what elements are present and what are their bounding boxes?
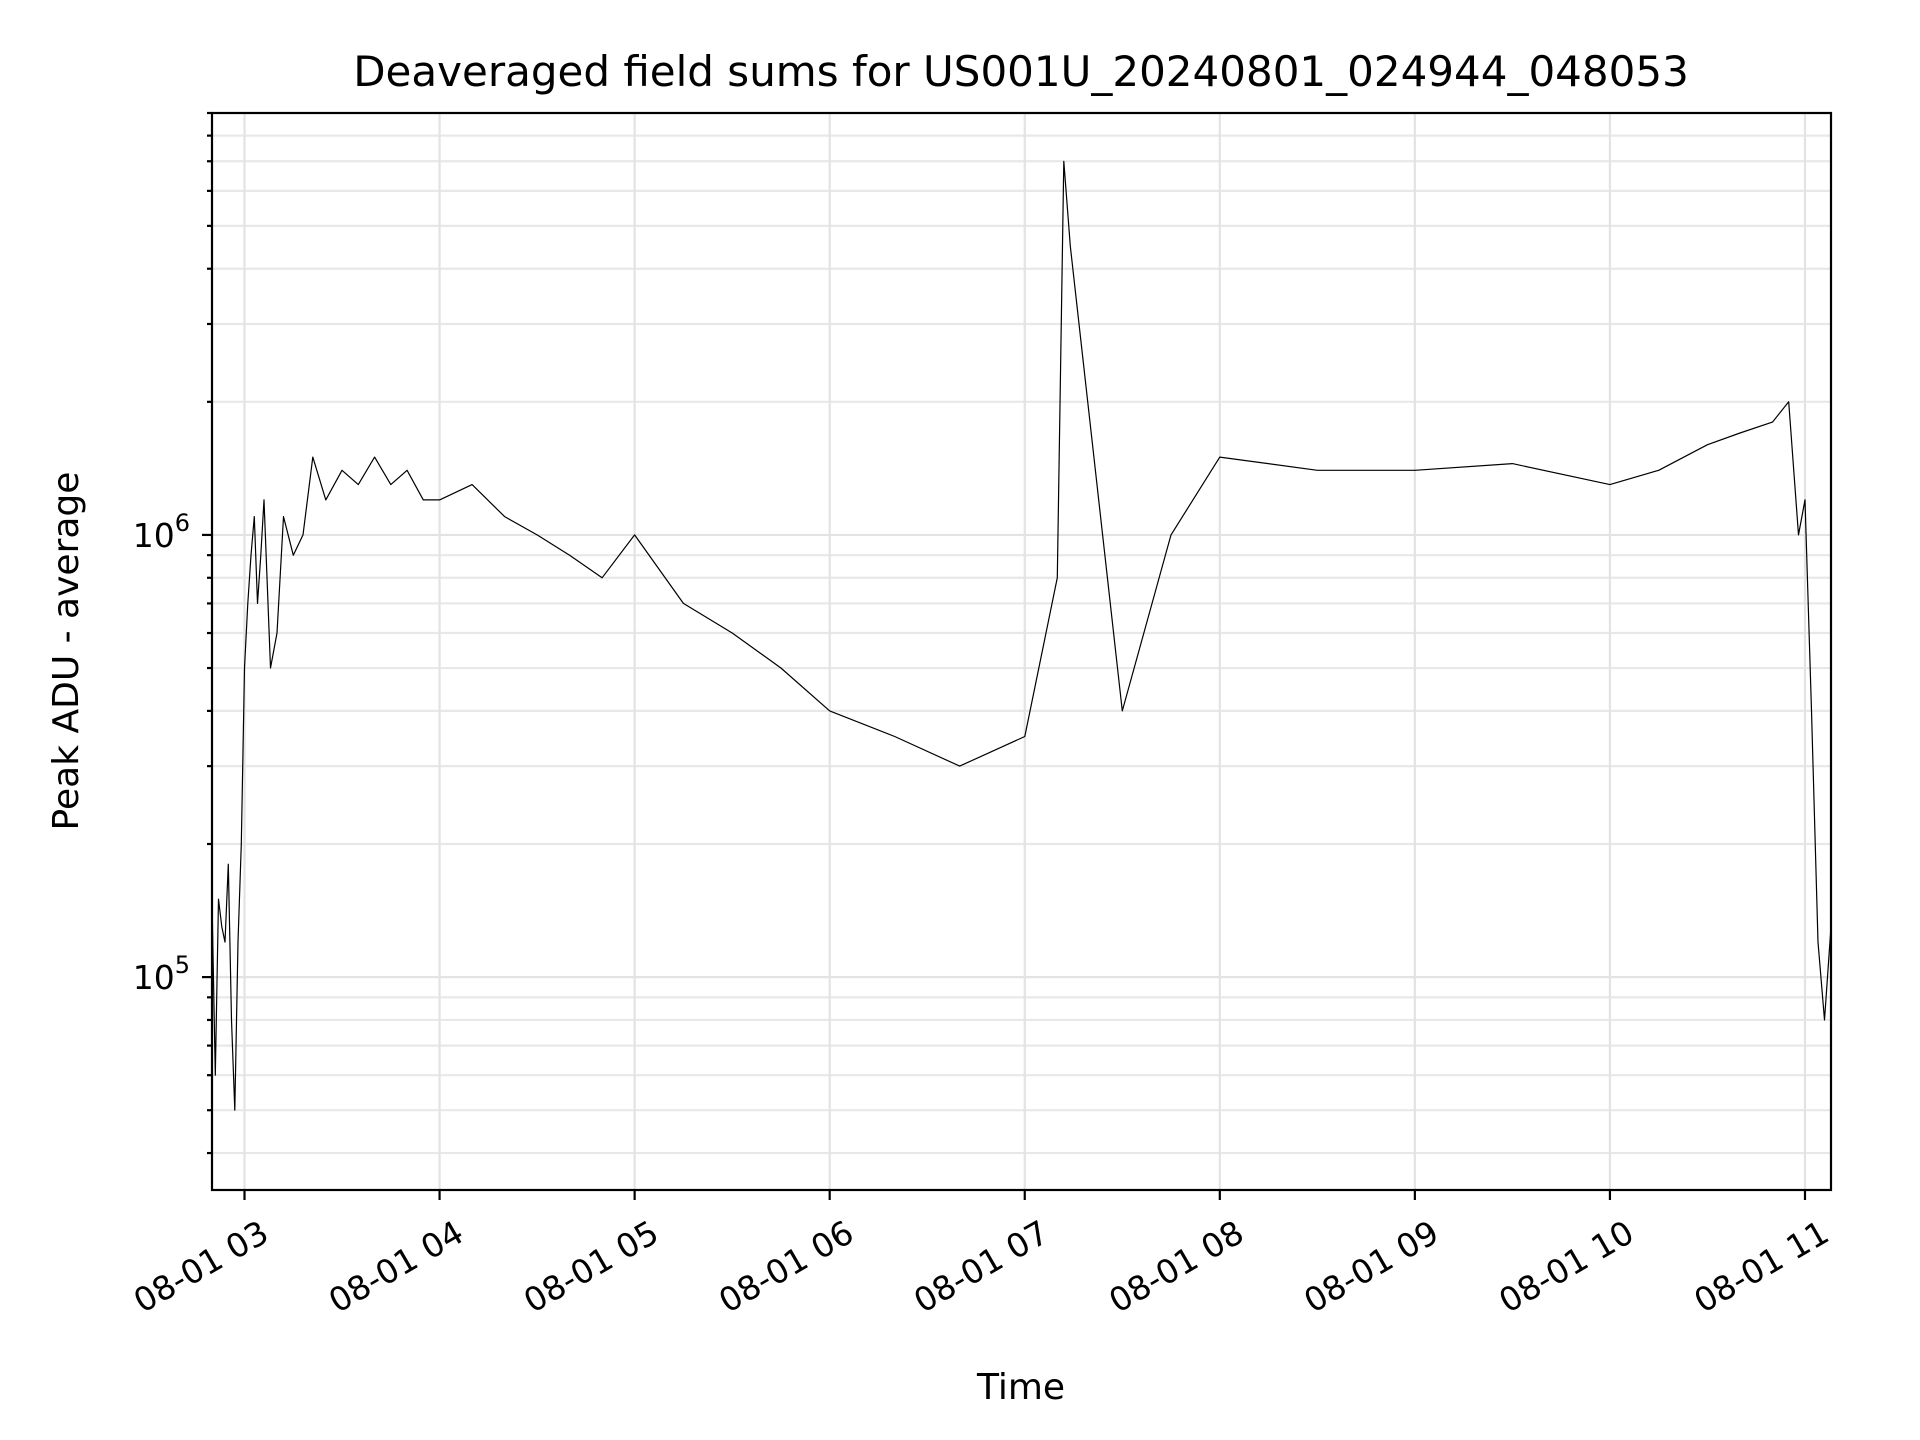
y-tick-label: 105 — [133, 951, 190, 997]
y-tick-label: 106 — [133, 509, 190, 555]
series-layer — [211, 160, 1832, 1111]
grid-layer — [212, 111, 1831, 1190]
chart-title: Deaveraged field sums for US001U_2024080… — [353, 47, 1689, 96]
y-tick-base: 10 — [133, 516, 175, 555]
y-axis-label: Peak ADU - average — [46, 472, 87, 831]
x-tick-label: 08-01 11 — [1687, 1213, 1835, 1321]
y-tick-base: 10 — [133, 958, 175, 997]
x-axis-label: Time — [976, 1367, 1065, 1408]
x-axis-ticks: 08-01 03 08-01 04 08-01 05 08-01 06 08-01 07… — [127, 1190, 1835, 1321]
x-tick-label: 08-01 04 — [322, 1213, 470, 1321]
x-tick-label: 08-01 09 — [1297, 1213, 1445, 1321]
x-tick-label: 08-01 10 — [1492, 1213, 1640, 1321]
data-series-line — [211, 160, 1832, 1111]
y-tick-exponent: 5 — [175, 951, 190, 979]
x-tick-label: 08-01 07 — [907, 1213, 1055, 1321]
x-tick-label: 08-01 03 — [127, 1213, 275, 1321]
x-tick-label: 08-01 05 — [517, 1213, 665, 1321]
y-tick-exponent: 6 — [175, 509, 190, 537]
x-tick-label: 08-01 06 — [712, 1213, 860, 1321]
x-tick-label: 08-01 08 — [1102, 1213, 1250, 1321]
plot-frame — [210, 111, 1833, 1192]
